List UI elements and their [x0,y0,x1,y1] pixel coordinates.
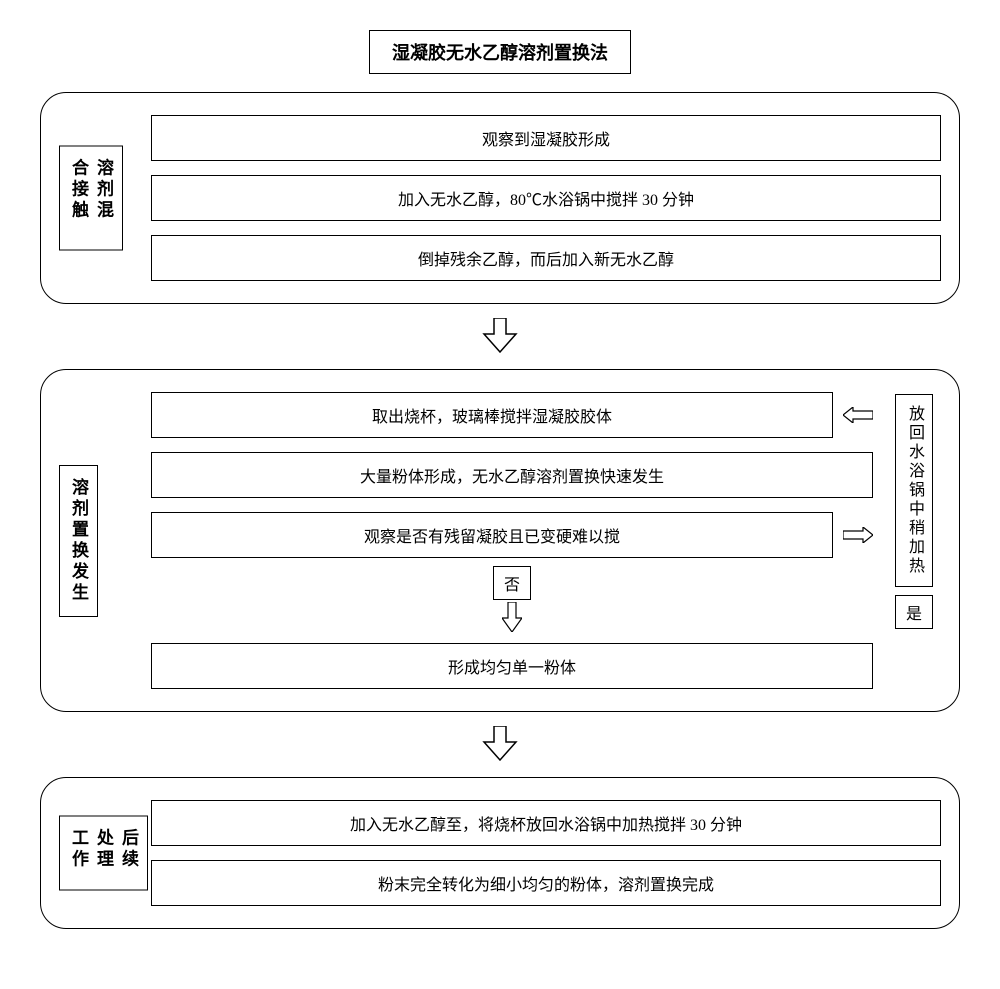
decision-box: 观察是否有残留凝胶且已变硬难以搅 [151,512,833,558]
step-box: 形成均匀单一粉体 [151,643,873,689]
flowchart-canvas: 湿凝胶无水乙醇溶剂置换法 溶剂混合接触 观察到湿凝胶形成 加入无水乙醇，80℃水… [40,30,960,929]
no-label: 否 [493,566,531,600]
stage-post-process: 后续处理工作 加入无水乙醇至，将烧杯放回水浴锅中加热搅拌 30 分钟 粉末完全转… [40,777,960,929]
yes-label: 是 [895,595,933,629]
step-box: 加入无水乙醇，80℃水浴锅中搅拌 30 分钟 [151,175,941,221]
stage-solvent-replace: 溶剂置换发生 取出烧杯，玻璃棒搅拌湿凝胶胶体 大量粉体形成，无水乙醇溶剂置换快速… [40,369,960,712]
stage-label-solvent-replace: 溶剂置换发生 [59,465,98,617]
stage2-inner: 取出烧杯，玻璃棒搅拌湿凝胶胶体 大量粉体形成，无水乙醇溶剂置换快速发生 观察是否… [151,392,941,689]
stage-connector-arrow [40,318,960,359]
step-box: 大量粉体形成，无水乙醇溶剂置换快速发生 [151,452,873,498]
stage-label-solvent-mix: 溶剂混合接触 [59,146,123,251]
stage2-side-column: 放回水浴锅中稍加热 是 [887,392,941,689]
no-branch-arrow [151,602,873,637]
stage-solvent-mix: 溶剂混合接触 观察到湿凝胶形成 加入无水乙醇，80℃水浴锅中搅拌 30 分钟 倒… [40,92,960,304]
stage2-main-column: 取出烧杯，玻璃棒搅拌湿凝胶胶体 大量粉体形成，无水乙醇溶剂置换快速发生 观察是否… [151,392,873,689]
step-box: 加入无水乙醇至，将烧杯放回水浴锅中加热搅拌 30 分钟 [151,800,941,846]
step-box: 取出烧杯，玻璃棒搅拌湿凝胶胶体 [151,392,833,438]
yes-branch-arrow [843,527,873,543]
loop-action-box: 放回水浴锅中稍加热 [895,394,933,587]
loop-return-arrow [843,407,873,423]
step-box: 观察到湿凝胶形成 [151,115,941,161]
stage-label-post-process: 后续处理工作 [59,816,148,891]
step-box: 粉末完全转化为细小均匀的粉体，溶剂置换完成 [151,860,941,906]
diagram-title: 湿凝胶无水乙醇溶剂置换法 [369,30,631,74]
no-branch-row: 否 [151,566,873,600]
step-box: 倒掉残余乙醇，而后加入新无水乙醇 [151,235,941,281]
stage-connector-arrow [40,726,960,767]
title-wrap: 湿凝胶无水乙醇溶剂置换法 [40,30,960,92]
